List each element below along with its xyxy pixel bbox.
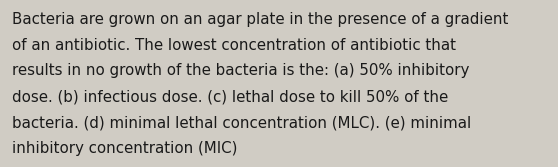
- Text: Bacteria are grown on an agar plate in the presence of a gradient: Bacteria are grown on an agar plate in t…: [12, 12, 509, 27]
- Text: inhibitory concentration (MIC): inhibitory concentration (MIC): [12, 141, 238, 156]
- Text: dose. (b) infectious dose. (c) lethal dose to kill 50% of the: dose. (b) infectious dose. (c) lethal do…: [12, 89, 449, 104]
- Text: of an antibiotic. The lowest concentration of antibiotic that: of an antibiotic. The lowest concentrati…: [12, 38, 456, 53]
- Text: results in no growth of the bacteria is the: (a) 50% inhibitory: results in no growth of the bacteria is …: [12, 63, 470, 78]
- Text: bacteria. (d) minimal lethal concentration (MLC). (e) minimal: bacteria. (d) minimal lethal concentrati…: [12, 115, 472, 130]
